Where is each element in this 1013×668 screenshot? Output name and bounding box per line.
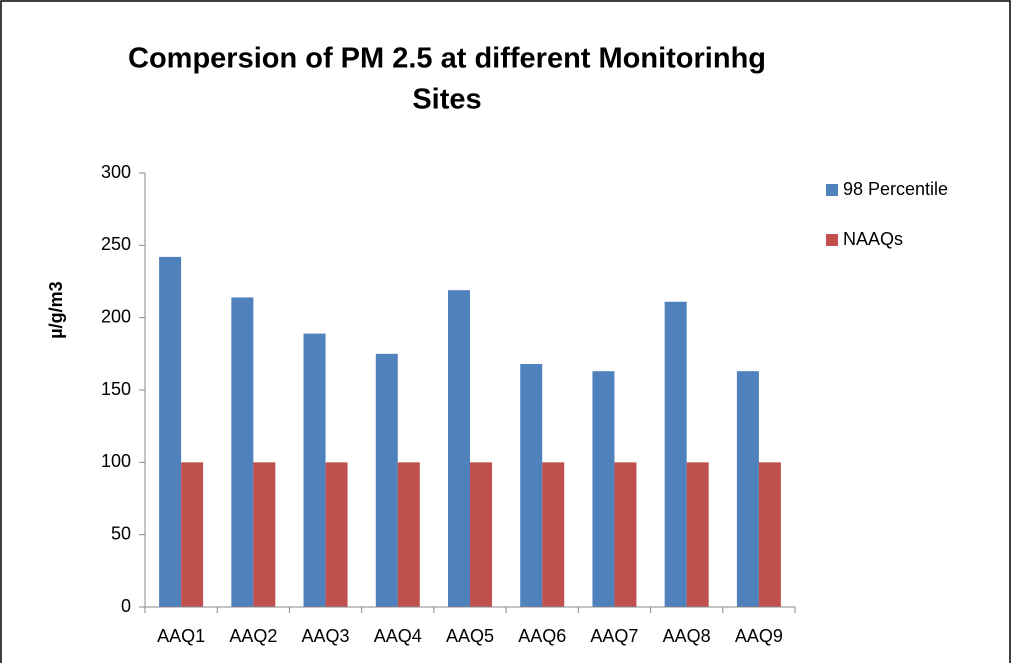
bar [736, 371, 759, 607]
x-tick-label: AAQ8 [663, 626, 711, 646]
bar [303, 333, 326, 607]
bar [686, 462, 709, 607]
chart-title: Compersion of PM 2.5 at different Monito… [128, 43, 766, 75]
y-tick-label: 200 [101, 306, 131, 326]
bar [592, 371, 615, 607]
y-tick-label: 250 [101, 234, 131, 254]
bar [159, 256, 182, 607]
x-tick-label: AAQ3 [302, 626, 350, 646]
y-tick-label: 300 [101, 162, 131, 182]
bar [758, 462, 781, 607]
legend-swatch [826, 184, 838, 196]
y-tick-label: 0 [121, 596, 131, 616]
bar [253, 462, 276, 607]
x-tick-label: AAQ5 [446, 626, 494, 646]
y-tick-label: 150 [101, 379, 131, 399]
x-tick-label: AAQ6 [518, 626, 566, 646]
x-tick-label: AAQ1 [157, 626, 205, 646]
chart-title: Sites [412, 84, 481, 116]
bar [448, 290, 470, 607]
x-tick-label: AAQ2 [229, 626, 277, 646]
bar [181, 462, 204, 607]
bar [397, 462, 420, 607]
legend-swatch [826, 234, 838, 246]
bar [325, 462, 348, 607]
bar [375, 353, 398, 607]
bar [231, 297, 254, 607]
bar [664, 301, 687, 607]
bar [542, 462, 565, 607]
x-tick-label: AAQ7 [590, 626, 638, 646]
bar [470, 462, 492, 607]
bar [614, 462, 637, 607]
legend-label: 98 Percentile [843, 179, 948, 199]
x-tick-label: AAQ4 [374, 626, 422, 646]
x-tick-label: AAQ9 [735, 626, 783, 646]
legend-label: NAAQs [843, 229, 903, 249]
y-tick-label: 50 [111, 523, 131, 543]
bar [520, 363, 543, 607]
y-tick-label: 100 [101, 451, 131, 471]
y-axis-label: µ/g/m3 [46, 281, 66, 338]
